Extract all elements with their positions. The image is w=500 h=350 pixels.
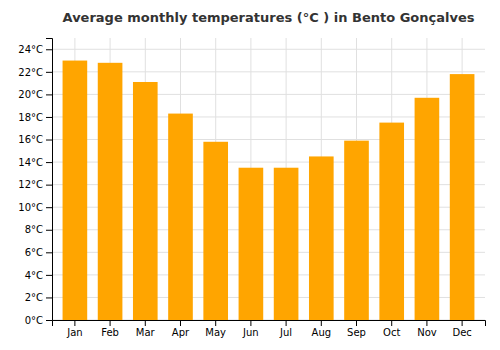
axis-line <box>53 321 486 327</box>
tick: 12°C <box>18 179 52 190</box>
tick: 0°C <box>25 315 52 326</box>
bar <box>133 82 158 320</box>
bar <box>98 63 123 320</box>
tick-label: Jan <box>66 327 82 338</box>
tick-mark <box>46 117 52 118</box>
bar <box>274 168 299 320</box>
tick: 8°C <box>25 224 52 235</box>
tick-label: 10°C <box>18 202 43 213</box>
tick: Jun <box>242 320 259 338</box>
y-axis: 0°C 2°C 4°C 6°C 8°C 10°C 12°C 14°C 16°C 18°C 20°C 2… <box>18 39 52 326</box>
tick-label: 6°C <box>25 247 43 258</box>
tick-mark <box>46 252 52 253</box>
chart: 0°C 2°C 4°C 6°C 8°C 10°C 12°C 14°C 16°C 18°C 20°C 2… <box>0 0 500 350</box>
tick-label: Oct <box>383 327 400 338</box>
tick: 24°C <box>18 44 52 55</box>
tick-label: 12°C <box>18 179 43 190</box>
tick-mark <box>215 320 216 326</box>
bar <box>379 123 404 320</box>
tick-mark <box>46 297 52 298</box>
tick-mark <box>46 49 52 50</box>
tick-mark <box>286 320 287 326</box>
bar <box>168 114 193 320</box>
tick: Feb <box>101 320 119 338</box>
tick-mark <box>391 320 392 326</box>
tick: Aug <box>312 320 332 338</box>
tick: 2°C <box>25 292 52 303</box>
tick: 6°C <box>25 247 52 258</box>
tick-label: May <box>205 327 226 338</box>
tick-mark <box>46 94 52 95</box>
tick-mark <box>46 275 52 276</box>
tick-label: Apr <box>172 327 190 338</box>
tick: Apr <box>172 320 190 338</box>
tick-label: 8°C <box>25 224 43 235</box>
tick-label: Feb <box>101 327 119 338</box>
tick-mark <box>46 72 52 73</box>
tick-label: 24°C <box>18 44 43 55</box>
tick-label: 20°C <box>18 89 43 100</box>
tick-label: 2°C <box>25 292 43 303</box>
grid-line <box>52 49 485 50</box>
tick-label: 22°C <box>18 67 43 78</box>
tick-mark <box>46 185 52 186</box>
tick: Dec <box>452 320 471 338</box>
bar <box>309 156 334 320</box>
bar <box>239 168 264 320</box>
tick-mark <box>74 320 75 326</box>
tick-mark <box>462 320 463 326</box>
tick-label: 18°C <box>18 112 43 123</box>
bar <box>450 74 475 320</box>
tick-label: 16°C <box>18 134 43 145</box>
tick-mark <box>46 320 52 321</box>
tick: Jan <box>66 320 82 338</box>
tick-mark <box>46 230 52 231</box>
tick-label: 4°C <box>25 270 43 281</box>
tick-mark <box>110 320 111 326</box>
tick-mark <box>46 207 52 208</box>
title: Average monthly temperatures (°C ) in Be… <box>63 10 475 25</box>
bar <box>344 141 369 320</box>
tick-mark <box>46 140 52 141</box>
tick-label: 14°C <box>18 157 43 168</box>
x-axis: Jan Feb Mar Apr May Jun Jul Aug Sep Oct Nov Dec <box>53 320 486 338</box>
tick-label: Sep <box>347 327 366 338</box>
tick-mark <box>250 320 251 326</box>
tick-mark <box>180 320 181 326</box>
tick: 10°C <box>18 202 52 213</box>
tick: Mar <box>136 320 156 338</box>
bar <box>203 142 228 320</box>
tick-label: 0°C <box>25 315 43 326</box>
tick: 16°C <box>18 134 52 145</box>
tick-label: Jun <box>242 327 259 338</box>
tick-label: Dec <box>452 327 471 338</box>
tick: 20°C <box>18 89 52 100</box>
tick: Sep <box>347 320 366 338</box>
tick-mark <box>321 320 322 326</box>
tick-label: Jul <box>279 327 292 338</box>
tick: 22°C <box>18 67 52 78</box>
axis-line <box>46 39 53 321</box>
tick: 18°C <box>18 112 52 123</box>
bar <box>63 61 88 320</box>
tick: Nov <box>417 320 437 338</box>
tick: Jul <box>279 320 292 338</box>
tick-mark <box>356 320 357 326</box>
tick: 14°C <box>18 157 52 168</box>
tick: 4°C <box>25 270 52 281</box>
grid <box>52 38 485 320</box>
bar <box>415 98 440 320</box>
tick-mark <box>426 320 427 326</box>
tick-label: Mar <box>136 327 156 338</box>
tick-mark <box>145 320 146 326</box>
bars <box>63 61 475 320</box>
tick: May <box>205 320 226 338</box>
tick-mark <box>46 162 52 163</box>
tick: Oct <box>383 320 400 338</box>
tick-label: Nov <box>417 327 437 338</box>
tick-label: Aug <box>312 327 332 338</box>
plot: 0°C 2°C 4°C 6°C 8°C 10°C 12°C 14°C 16°C 18°C 20°C 2… <box>18 38 485 338</box>
